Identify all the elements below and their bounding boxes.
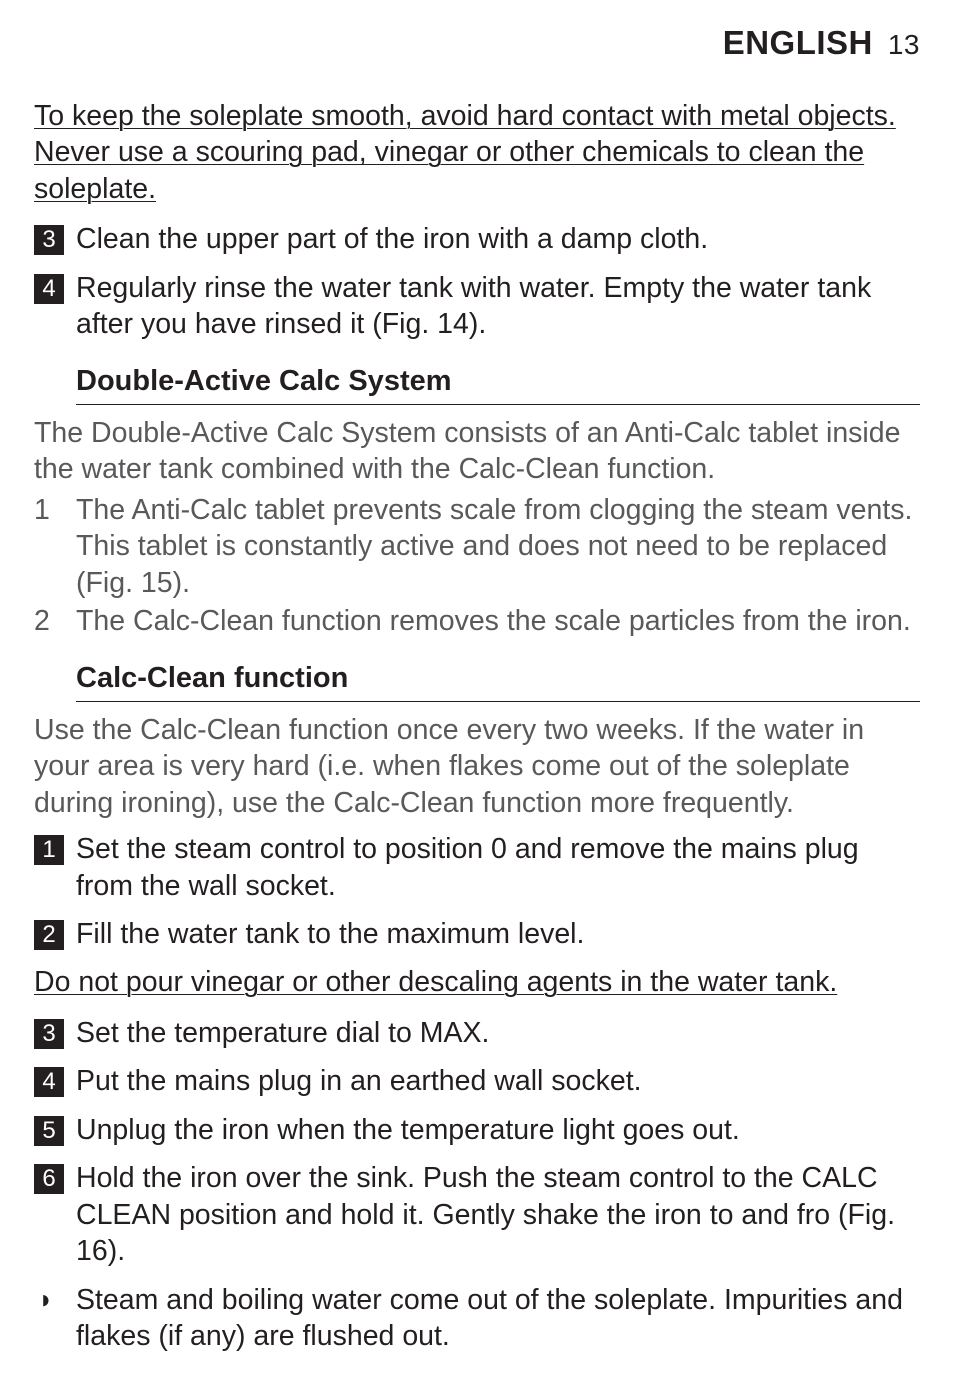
step-text: Fill the water tank to the maximum level… [76, 916, 584, 952]
section-heading: Double-Active Calc System [76, 365, 920, 405]
section-heading-wrap: Double-Active Calc System [34, 365, 920, 405]
enum-row: 1 The Anti-Calc tablet prevents scale fr… [34, 492, 920, 601]
step-number-badge: 3 [34, 1019, 64, 1049]
step-row: 1 Set the steam control to position 0 an… [34, 831, 920, 904]
soleplate-warning: To keep the soleplate smooth, avoid hard… [34, 98, 920, 207]
step-row: 4 Regularly rinse the water tank with wa… [34, 270, 920, 343]
page-header: ENGLISH 13 [34, 24, 920, 62]
enum-text: The Anti-Calc tablet prevents scale from… [76, 492, 920, 601]
step-text: Put the mains plug in an earthed wall so… [76, 1063, 642, 1099]
descaling-warning: Do not pour vinegar or other descaling a… [34, 964, 920, 1000]
step-text: Clean the upper part of the iron with a … [76, 221, 708, 257]
step-row: 5 Unplug the iron when the temperature l… [34, 1112, 920, 1148]
step-number-badge: 2 [34, 920, 64, 950]
section-intro: The Double-Active Calc System consists o… [34, 415, 920, 488]
step-row: 6 Hold the iron over the sink. Push the … [34, 1160, 920, 1269]
enum-number: 1 [34, 492, 76, 601]
language-label: ENGLISH [723, 24, 873, 61]
step-number-badge: 5 [34, 1116, 64, 1146]
enum-row: 2 The Calc-Clean function removes the sc… [34, 603, 920, 639]
step-row: 2 Fill the water tank to the maximum lev… [34, 916, 920, 952]
step-number-badge: 3 [34, 225, 64, 255]
step-text: Regularly rinse the water tank with wate… [76, 270, 920, 343]
step-number-badge: 6 [34, 1164, 64, 1194]
step-row: 4 Put the mains plug in an earthed wall … [34, 1063, 920, 1099]
step-number-badge: 1 [34, 835, 64, 865]
section-heading: Calc-Clean function [76, 662, 920, 702]
step-text: Unplug the iron when the temperature lig… [76, 1112, 740, 1148]
step-row: 3 Clean the upper part of the iron with … [34, 221, 920, 257]
enum-number: 2 [34, 603, 76, 639]
section-intro: Use the Calc-Clean function once every t… [34, 712, 920, 821]
page-number: 13 [888, 29, 920, 60]
step-text: Set the steam control to position 0 and … [76, 831, 920, 904]
triangle-bullet-icon: ◗ [34, 1282, 76, 1317]
step-row: 3 Set the temperature dial to MAX. [34, 1015, 920, 1051]
step-text: Set the temperature dial to MAX. [76, 1015, 489, 1051]
step-number-badge: 4 [34, 1067, 64, 1097]
step-number-badge: 4 [34, 274, 64, 304]
step-text: Hold the iron over the sink. Push the st… [76, 1160, 920, 1269]
result-bullet-text: Steam and boiling water come out of the … [76, 1282, 920, 1355]
enum-text: The Calc-Clean function removes the scal… [76, 603, 911, 639]
result-bullet-row: ◗ Steam and boiling water come out of th… [34, 1282, 920, 1355]
manual-page: ENGLISH 13 To keep the soleplate smooth,… [0, 0, 954, 1389]
section-heading-wrap: Calc-Clean function [34, 662, 920, 702]
